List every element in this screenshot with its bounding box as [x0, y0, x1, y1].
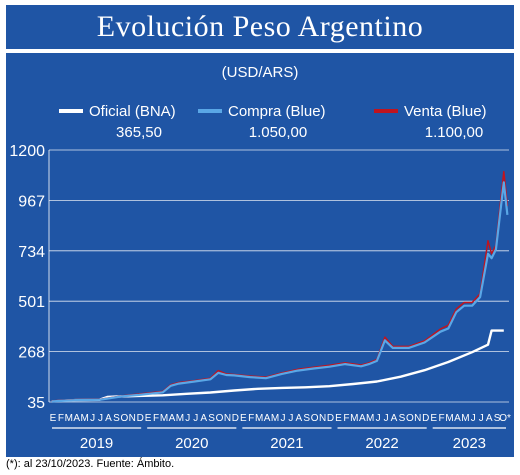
grid — [49, 149, 509, 403]
x-month-label: O — [406, 413, 414, 424]
x-month-label: S — [113, 413, 120, 424]
x-month-label: N — [224, 413, 231, 424]
legend-value-1: 365,50 — [116, 124, 162, 141]
series-lines — [51, 170, 509, 403]
x-month-label: A — [391, 413, 398, 424]
x-month-label: M — [160, 413, 168, 424]
y-tick-label-6: 35 — [27, 395, 45, 412]
y-tick-label-5: 268 — [18, 345, 45, 362]
x-month-label: F — [248, 413, 254, 424]
y-tick-label-2: 967 — [18, 193, 45, 210]
x-month-label: F — [439, 413, 445, 424]
x-month-label: O* — [499, 413, 511, 424]
legend-value-2: 1.050,00 — [249, 124, 307, 141]
chart-panel: (USD/ARS) Oficial (BNA) 365,50 Compra (Blu… — [6, 53, 514, 457]
x-year-label-5: 2023 — [453, 435, 486, 452]
x-month-label: M — [65, 413, 73, 424]
legend-label-1: Oficial (BNA) — [89, 103, 176, 120]
x-month-label: J — [280, 413, 285, 424]
x-month-label: J — [98, 413, 103, 424]
x-month-label: E — [240, 413, 247, 424]
x-month-label: F — [153, 413, 159, 424]
x-month-label: A — [105, 413, 112, 424]
x-month-label: N — [129, 413, 136, 424]
legend-label-3: Venta (Blue) — [404, 103, 487, 120]
x-month-label: O — [311, 413, 319, 424]
x-month-label: M — [350, 413, 358, 424]
x-month-label: O — [216, 413, 224, 424]
x-month-label: D — [327, 413, 334, 424]
x-month-label: M — [366, 413, 374, 424]
x-month-label: M — [445, 413, 453, 424]
x-month-label: S — [399, 413, 406, 424]
title-banner: Evolución Peso Argentino — [6, 5, 514, 49]
x-month-label: F — [58, 413, 64, 424]
x-month-label: S — [303, 413, 310, 424]
x-month-label: A — [169, 413, 176, 424]
legend-value-3: 1.100,00 — [425, 124, 483, 141]
legend: Oficial (BNA) 365,50 Compra (Blue) 1.050,00… — [59, 103, 487, 141]
x-month-label: S — [208, 413, 215, 424]
x-month-label: M — [255, 413, 263, 424]
x-month-label: J — [384, 413, 389, 424]
series-line-2 — [51, 181, 509, 403]
y-axis: 1200 967 734 501 268 35 — [9, 143, 50, 412]
x-month-label: A — [73, 413, 80, 424]
x-month-label: A — [295, 413, 302, 424]
x-month-label: N — [414, 413, 421, 424]
x-year-label-3: 2021 — [270, 435, 303, 452]
y-tick-label-4: 501 — [18, 294, 45, 311]
x-month-label: E — [335, 413, 342, 424]
x-month-label: M — [176, 413, 184, 424]
x-month-label: E — [430, 413, 437, 424]
x-month-label: J — [90, 413, 95, 424]
footnote: (*): al 23/10/2023. Fuente: Ámbito. — [6, 458, 175, 470]
x-month-label: D — [422, 413, 429, 424]
chart-title: Evolución Peso Argentino — [96, 10, 424, 43]
x-month-label: J — [471, 413, 476, 424]
x-month-label: A — [200, 413, 207, 424]
x-year-label-2: 2020 — [175, 435, 208, 452]
x-year-label-4: 2022 — [365, 435, 398, 452]
x-month-label: A — [486, 413, 493, 424]
x-month-label: M — [271, 413, 279, 424]
chart-svg: (USD/ARS) Oficial (BNA) 365,50 Compra (Blu… — [9, 64, 511, 452]
x-month-label: A — [454, 413, 461, 424]
series-line-1 — [51, 329, 504, 403]
x-month-label: J — [288, 413, 293, 424]
legend-label-2: Compra (Blue) — [228, 103, 326, 120]
x-month-label: D — [232, 413, 239, 424]
x-month-label: D — [137, 413, 144, 424]
x-month-label: N — [319, 413, 326, 424]
x-month-label: M — [461, 413, 469, 424]
x-month-label: S — [494, 413, 501, 424]
series-line-3 — [51, 170, 509, 402]
x-year-label-1: 2019 — [80, 435, 113, 452]
y-tick-label-1: 1200 — [9, 143, 45, 160]
x-month-label: J — [479, 413, 484, 424]
x-month-label: F — [343, 413, 349, 424]
x-month-label: J — [193, 413, 198, 424]
x-month-label: A — [359, 413, 366, 424]
x-month-label: E — [145, 413, 152, 424]
x-month-label: M — [81, 413, 89, 424]
x-month-label: J — [185, 413, 190, 424]
x-month-label: J — [376, 413, 381, 424]
x-month-label: E — [50, 413, 57, 424]
x-month-label: O — [120, 413, 128, 424]
y-tick-label-3: 734 — [18, 244, 45, 261]
x-month-label: A — [264, 413, 271, 424]
unit-label: (USD/ARS) — [222, 64, 299, 81]
